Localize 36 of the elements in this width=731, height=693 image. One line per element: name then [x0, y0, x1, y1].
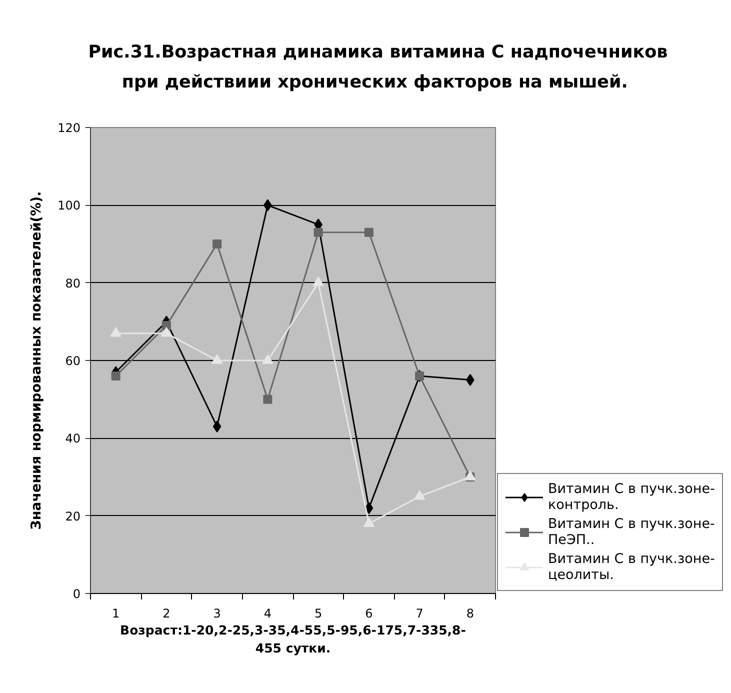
point	[414, 490, 426, 500]
point	[162, 321, 171, 330]
chart-title: Рис.31.Возрастная динамика витамина С надпочечников при действиии хронических факторов на мышей.	[88, 42, 668, 92]
point	[111, 372, 120, 381]
x-tick-label: 7	[416, 606, 424, 620]
x-tick-label: 8	[466, 606, 474, 620]
y-tick-label: 0	[72, 587, 81, 601]
x-tick-label: 2	[162, 606, 170, 620]
point	[312, 276, 324, 286]
x-tick-label: 6	[365, 606, 373, 620]
x-tick-label: 5	[314, 606, 322, 620]
point	[212, 240, 222, 248]
point	[314, 228, 323, 237]
x-tick-label: 3	[213, 606, 221, 620]
x-axis-title: Возраст:1-20,2-25,3-35,4-55,5-95,6-175,7-335,8-455 сутки.	[120, 622, 466, 656]
y-tick-label: 20	[65, 509, 81, 524]
point	[212, 420, 222, 433]
point	[364, 228, 374, 237]
y-tick-label: 40	[65, 432, 81, 446]
x-tick-label: 1	[112, 606, 120, 620]
y-tick-label: 60	[65, 354, 81, 368]
point	[212, 354, 223, 364]
point	[364, 502, 374, 514]
point	[160, 327, 172, 337]
x-tick-label: 4	[264, 606, 272, 620]
point	[263, 394, 272, 404]
y-tick-label: 80	[65, 276, 81, 290]
point	[363, 517, 374, 527]
point	[262, 354, 274, 364]
y-tick-label: 120	[58, 121, 80, 135]
y-tick-label: 100	[58, 198, 80, 213]
legend-label: Витамин С в пучк.зоне-ПеЭП..	[548, 516, 715, 548]
legend-label: Витамин С в пучк.зоне-цеолиты.	[548, 551, 715, 583]
point	[110, 327, 122, 337]
legend-label: Витамин С в пучк.зоне-контроль.	[548, 481, 715, 513]
y-axis-title: Значения нормированных показателей(%).	[28, 191, 45, 530]
